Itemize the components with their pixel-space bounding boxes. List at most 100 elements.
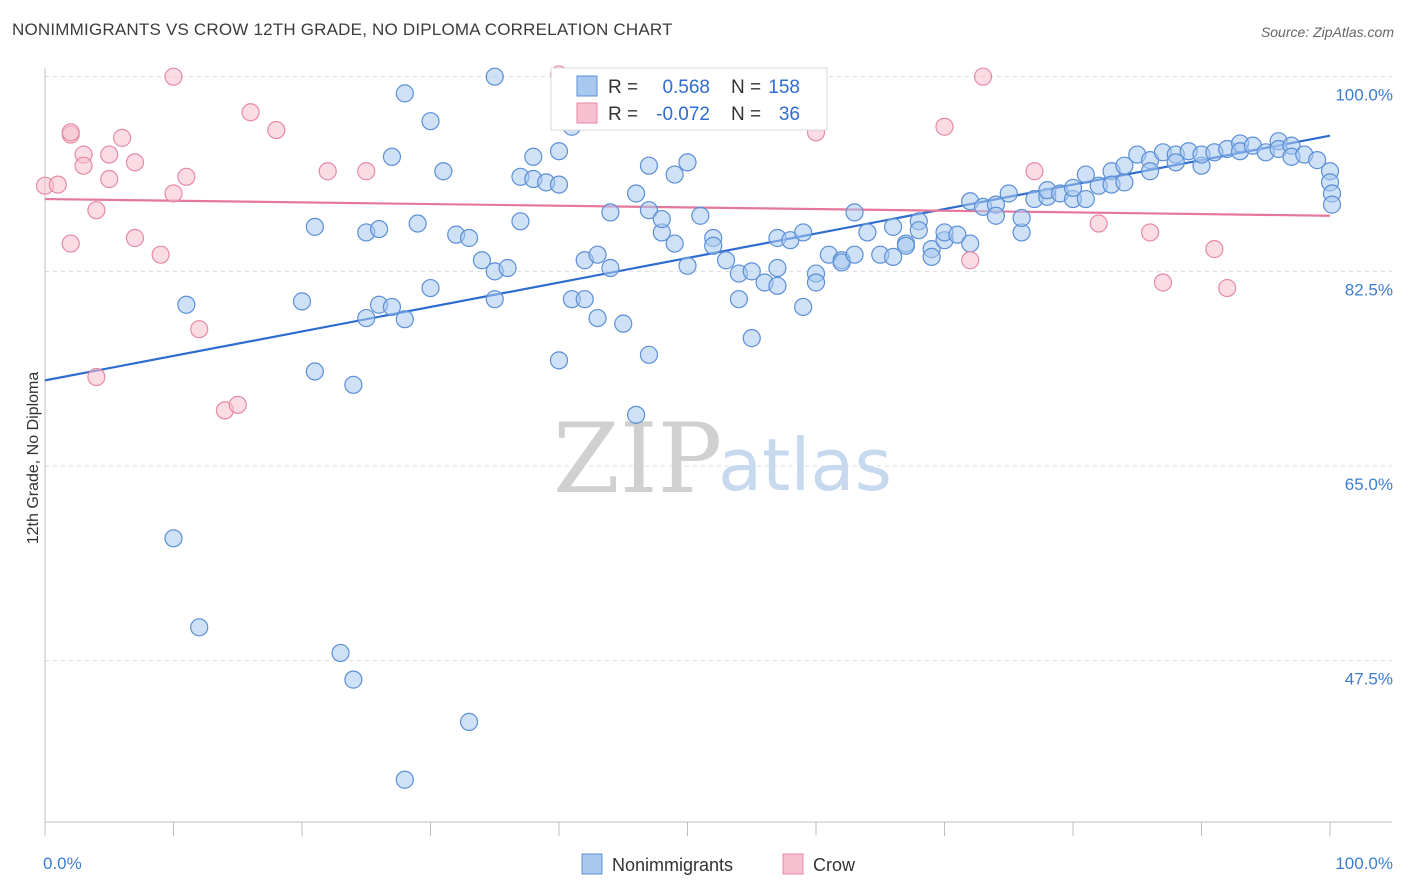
nonimmigrants-point [382,297,402,317]
nonimmigrants-point [922,247,941,266]
crow-point [1218,278,1237,298]
nonimmigrants-point [768,276,787,295]
nonimmigrants-point [794,297,813,317]
legend-swatch-crow [576,102,598,124]
nonimmigrants-point [1140,162,1160,181]
nonimmigrants-point [639,201,659,220]
nonimmigrants-point [742,329,761,348]
nonimmigrants-point [434,162,453,181]
nonimmigrants-point [691,206,710,225]
nonimmigrants-point [665,165,684,184]
crow-point [1205,240,1224,259]
legend-box: R = 0.568 N = 158 R = -0.072 N = 36 [550,67,828,131]
y-axis-label: 12th Grade, No Diploma [25,372,42,545]
nonimmigrants-point [639,156,659,175]
nonimmigrants-point [845,203,864,222]
nonimmigrants-point [549,175,569,194]
crow-point [61,234,80,253]
nonimmigrants-point [678,256,697,275]
nonimmigrants-point [344,670,363,689]
nonimmigrants-point [961,234,980,253]
nonimmigrants-point [742,262,761,281]
legend-n-value-1: 158 [768,77,800,98]
crow-point [318,162,337,181]
nonimmigrants-point [639,345,659,364]
gridlines [45,76,1392,662]
nonimmigrants-point [999,184,1018,203]
nonimmigrants-point [459,228,479,248]
nonimmigrants-point [909,221,928,240]
crow-point [100,145,119,164]
nonimmigrants-point [1166,153,1185,172]
crow-point [1140,223,1160,242]
nonimmigrants-point [421,278,440,298]
nonimmigrants-point [357,308,376,328]
y-tick-label: 82.5% [1345,280,1393,299]
nonimmigrants-point [395,310,414,329]
crow-point [61,123,80,142]
crow-point [961,251,980,270]
legend-r-value-1: 0.568 [662,77,710,98]
crow-point [1025,162,1044,181]
nonimmigrants-point [1308,151,1327,170]
legend-r-label-2: R = [608,104,638,125]
crow-point [177,167,196,186]
nonimmigrants-point [472,251,491,270]
crow-point [357,162,376,181]
legend-n-label-1: N = [731,77,761,98]
nonimmigrants-point [896,236,916,255]
nonimmigrants-point [614,314,633,333]
legend-r-label-1: R = [608,77,638,98]
crow-point [228,395,247,414]
nonimmigrants-point [485,67,504,86]
crow-point [48,175,67,194]
y-tick-label: 100.0% [1335,86,1393,105]
nonimmigrants-point [549,351,569,370]
nonimmigrants-point [549,142,569,161]
nonimmigrants-point [395,770,414,789]
nonimmigrants-point [768,258,787,278]
nonimmigrants-point [806,273,826,292]
nonimmigrants-point [729,290,749,309]
nonimmigrants-point [1322,195,1342,214]
nonimmigrants-point [382,147,402,166]
crow-point [164,184,183,203]
nonimmigrants-point [883,247,903,266]
nonimmigrants-point [704,236,723,255]
nonimmigrants-point [845,245,864,264]
crow-point [267,120,286,140]
nonimmigrants-point [858,223,877,242]
nonimmigrants-point [164,529,183,548]
legend-swatch-nonimmigrants [576,75,598,97]
crow-point [100,169,119,189]
watermark: ZIP atlas [553,403,892,515]
x-tick-label: 100.0% [1335,854,1393,873]
nonimmigrants-point [601,203,620,222]
nonimmigrants-point [1115,173,1134,192]
nonimmigrants-point [1076,165,1095,184]
x-tick-label: 0.0% [43,854,82,873]
crow-point [1089,214,1108,233]
nonimmigrants-point [986,206,1006,225]
nonimmigrants-point [665,234,684,253]
bottom-legend-label-nonimmigrants: Nonimmigrants [612,855,733,875]
nonimmigrants-point [408,214,427,233]
y-tick-label: 47.5% [1345,670,1393,689]
bottom-legend-label-crow: Crow [813,855,856,875]
bottom-legend-swatch-crow [782,853,804,875]
nonimmigrants-point [395,84,414,103]
nonimmigrants-point [626,405,646,424]
nonimmigrants-point [485,290,504,309]
nonimmigrants-point [524,147,543,166]
crow-point [973,67,993,86]
nonimmigrants-point [678,153,697,172]
nonimmigrants-point [292,292,312,311]
nonimmigrants-point [370,219,389,239]
crow-point [125,228,145,248]
y-tick-labels: 100.0% 82.5% 65.0% 47.5% [1335,86,1393,689]
bottom-legend: Nonimmigrants Crow [581,853,856,875]
nonimmigrants-point [177,295,196,314]
nonimmigrants-point [601,258,620,278]
nonimmigrants-point [575,290,594,309]
